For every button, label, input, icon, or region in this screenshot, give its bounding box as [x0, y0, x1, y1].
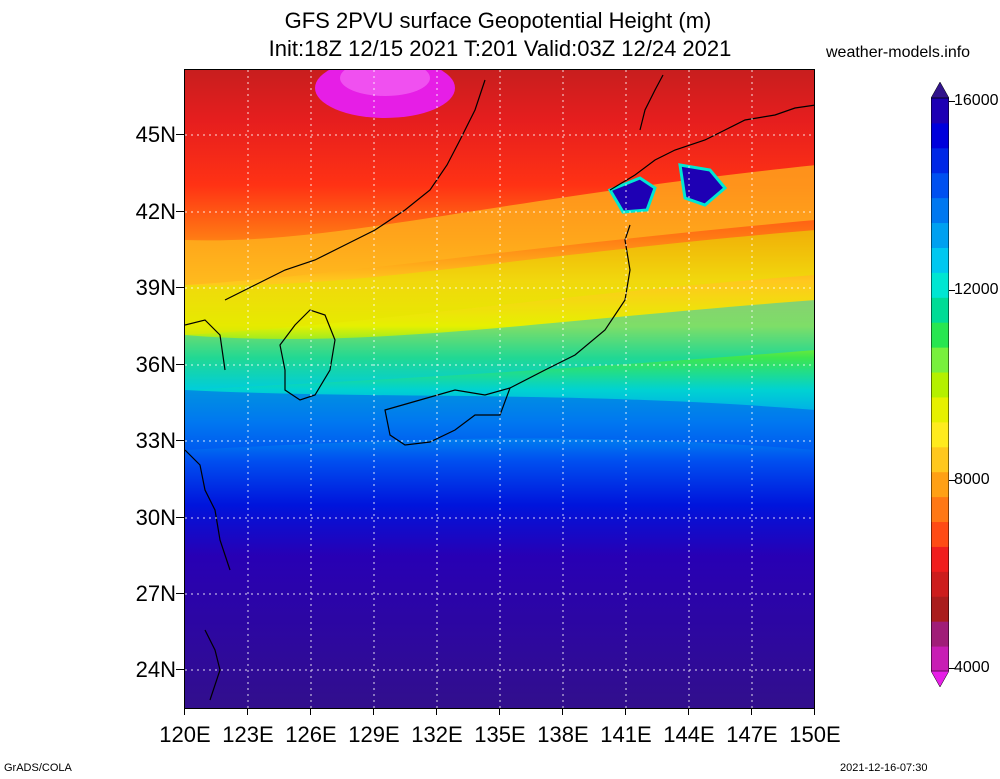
lon-tick: [814, 709, 815, 715]
lon-label-141e: 141E: [600, 722, 652, 747]
colorbar-segment: [931, 596, 949, 622]
colorbar-max-arrow: [930, 81, 950, 99]
colorbar-segment: [931, 122, 949, 149]
colorbar-segment: [931, 421, 949, 448]
site-credit: weather-models.info: [826, 44, 971, 61]
lat-label-39n: 39N: [135, 275, 176, 300]
colorbar-segment: [931, 621, 949, 647]
lat-tick: [176, 134, 184, 135]
map-plot-area: [184, 69, 815, 709]
lat-tick: [176, 440, 184, 441]
colorbar-label-16000: 16000: [954, 92, 999, 109]
geopotential-field: [185, 70, 814, 708]
lon-tick: [625, 709, 626, 715]
colorbar-segment: [931, 247, 949, 273]
lon-tick: [184, 709, 185, 715]
lat-tick: [176, 593, 184, 594]
colorbar-segment: [931, 446, 949, 473]
lon-label-123e: 123E: [222, 722, 274, 747]
lon-tick: [310, 709, 311, 715]
colorbar-segment: [931, 272, 949, 298]
lon-tick: [373, 709, 374, 715]
lat-label-30n: 30N: [135, 505, 176, 530]
colorbar-segment: [931, 98, 949, 124]
lon-label-126e: 126E: [285, 722, 337, 747]
lon-tick: [247, 709, 248, 715]
colorbar-segment: [931, 147, 949, 174]
lon-label-132e: 132E: [411, 722, 463, 747]
colorbar-segment: [931, 471, 949, 498]
lon-label-120e: 120E: [159, 722, 211, 747]
colorbar-segment: [931, 172, 949, 199]
lon-tick: [562, 709, 563, 715]
grads-credit: GrADS/COLA: [4, 762, 72, 774]
lon-label-129e: 129E: [348, 722, 400, 747]
lat-label-36n: 36N: [135, 352, 176, 377]
lon-tick: [751, 709, 752, 715]
lat-label-33n: 33N: [135, 428, 176, 453]
colorbar-segment: [931, 521, 949, 547]
lat-tick: [176, 287, 184, 288]
lon-label-144e: 144E: [663, 722, 715, 747]
colorbar-graphic: [930, 81, 950, 688]
lat-tick: [176, 364, 184, 365]
colorbar-segment: [931, 646, 949, 672]
colorbar-segment: [931, 496, 949, 523]
colorbar-outline: [931, 97, 949, 672]
lon-label-138e: 138E: [537, 722, 589, 747]
colorbar-segment: [931, 322, 949, 348]
colorbar-label-12000: 12000: [954, 281, 999, 298]
timestamp: 2021-12-16-07:30: [840, 762, 928, 774]
colorbar-segment: [931, 372, 949, 398]
colorbar-segment: [931, 571, 949, 597]
colorbar-segment: [931, 347, 949, 373]
colorbar-segment: [931, 297, 949, 323]
lat-label-27n: 27N: [135, 581, 176, 606]
colorbar: [930, 81, 950, 688]
map-title: GFS 2PVU surface Geopotential Height (m): [284, 8, 712, 33]
lat-label-42n: 42N: [135, 199, 176, 224]
lat-label-24n: 24N: [135, 657, 176, 682]
map-subtitle: Init:18Z 12/15 2021 T:201 Valid:03Z 12/2…: [268, 36, 732, 61]
lon-label-150e: 150E: [789, 722, 841, 747]
colorbar-min-arrow: [930, 670, 950, 688]
colorbar-tick: [949, 480, 955, 481]
colorbar-tick: [949, 101, 955, 102]
lat-tick: [176, 211, 184, 212]
colorbar-segment: [931, 396, 949, 423]
colorbar-label-4000: 4000: [954, 659, 990, 676]
colorbar-tick: [949, 668, 955, 669]
lon-label-147e: 147E: [726, 722, 778, 747]
colorbar-label-8000: 8000: [954, 471, 990, 488]
lat-tick: [176, 669, 184, 670]
lon-tick: [688, 709, 689, 715]
colorbar-segment: [931, 222, 949, 248]
colorbar-tick: [949, 290, 955, 291]
lon-tick: [499, 709, 500, 715]
colorbar-segment: [931, 546, 949, 572]
lat-tick: [176, 517, 184, 518]
colorbar-segment: [931, 197, 949, 224]
lon-label-135e: 135E: [474, 722, 526, 747]
lon-tick: [436, 709, 437, 715]
lat-label-45n: 45N: [135, 122, 176, 147]
